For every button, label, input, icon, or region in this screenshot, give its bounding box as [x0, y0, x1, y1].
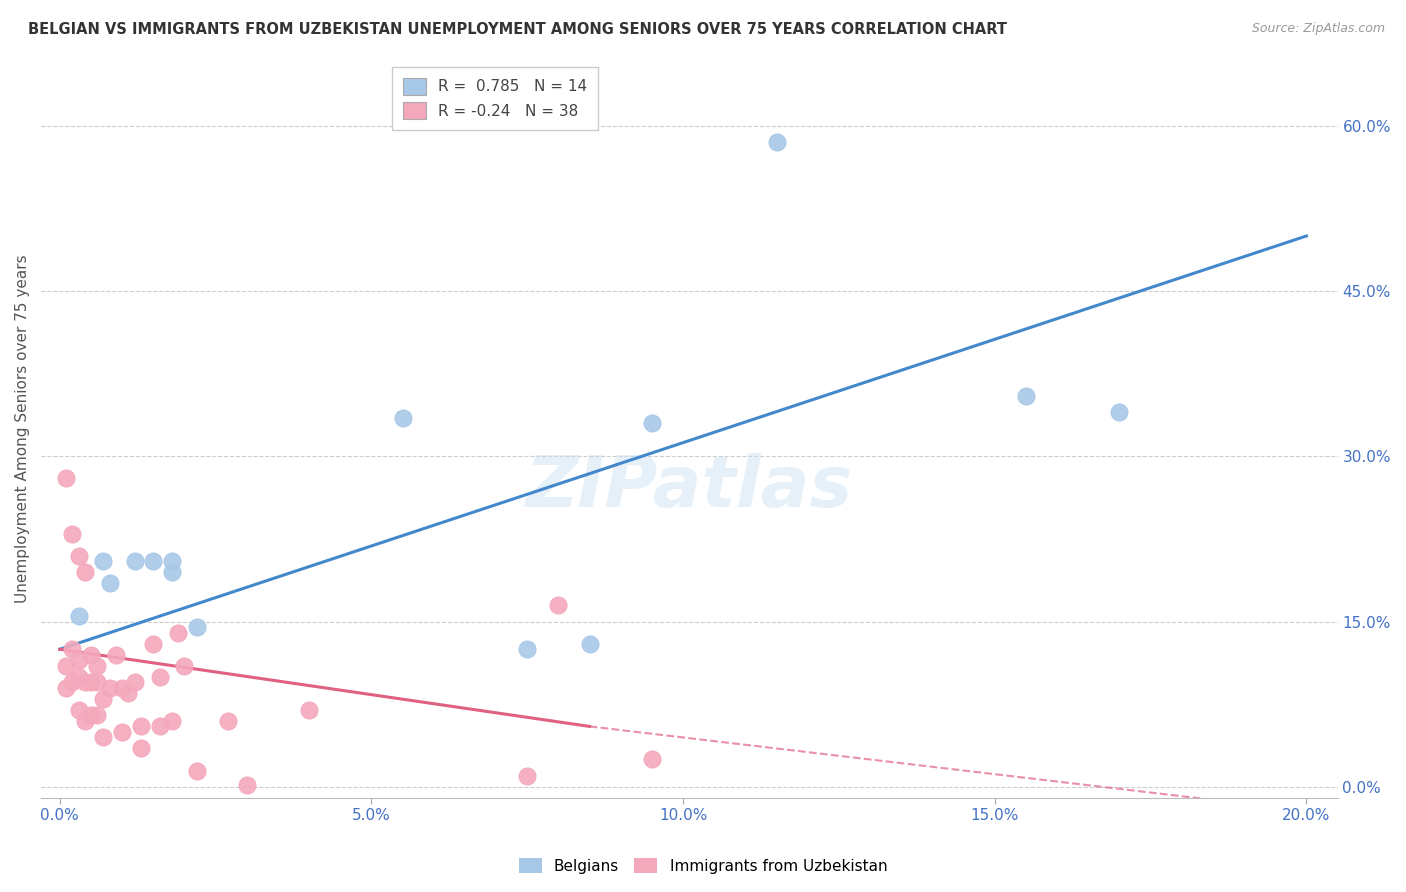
Point [236, 778, 259, 792]
Point [67, 653, 90, 667]
Point [60, 526, 83, 541]
Point [765, 135, 787, 149]
Legend: R =  0.785   N = 14, R = -0.24   N = 38: R = 0.785 N = 14, R = -0.24 N = 38 [392, 67, 598, 129]
Point [93, 731, 115, 745]
Point [186, 764, 208, 778]
Point [55, 681, 77, 695]
Point [124, 554, 146, 568]
Point [55, 471, 77, 485]
Point [1015, 389, 1038, 403]
Point [129, 741, 152, 756]
Point [129, 719, 152, 733]
Point [93, 691, 115, 706]
Point [86, 675, 108, 690]
Point [93, 554, 115, 568]
Point [173, 658, 195, 673]
Text: Source: ZipAtlas.com: Source: ZipAtlas.com [1251, 22, 1385, 36]
Point [55, 658, 77, 673]
Point [142, 637, 165, 651]
Point [148, 670, 170, 684]
Point [60, 675, 83, 690]
Point [160, 565, 183, 579]
Point [80, 648, 103, 662]
Point [80, 675, 103, 690]
Point [186, 620, 208, 634]
Point [86, 708, 108, 723]
Point [516, 769, 538, 783]
Point [60, 642, 83, 657]
Point [104, 648, 127, 662]
Point [167, 625, 190, 640]
Point [142, 554, 165, 568]
Text: BELGIAN VS IMMIGRANTS FROM UZBEKISTAN UNEMPLOYMENT AMONG SENIORS OVER 75 YEARS C: BELGIAN VS IMMIGRANTS FROM UZBEKISTAN UN… [28, 22, 1007, 37]
Point [160, 714, 183, 728]
Point [111, 681, 134, 695]
Point [148, 719, 170, 733]
Point [67, 703, 90, 717]
Point [1108, 405, 1130, 419]
Point [547, 598, 569, 612]
Point [516, 642, 538, 657]
Text: ZIPatlas: ZIPatlas [526, 453, 853, 523]
Point [217, 714, 239, 728]
Point [98, 576, 121, 591]
Point [67, 549, 90, 563]
Point [160, 554, 183, 568]
Point [117, 686, 139, 700]
Point [80, 708, 103, 723]
Point [391, 410, 413, 425]
Point [67, 609, 90, 624]
Point [67, 670, 90, 684]
Point [641, 752, 664, 766]
Legend: Belgians, Immigrants from Uzbekistan: Belgians, Immigrants from Uzbekistan [513, 852, 893, 880]
Point [298, 703, 321, 717]
Point [111, 725, 134, 739]
Point [73, 714, 96, 728]
Point [578, 637, 600, 651]
Point [86, 658, 108, 673]
Point [98, 681, 121, 695]
Point [641, 417, 664, 431]
Point [124, 675, 146, 690]
Y-axis label: Unemployment Among Seniors over 75 years: Unemployment Among Seniors over 75 years [15, 254, 30, 603]
Point [73, 565, 96, 579]
Point [73, 675, 96, 690]
